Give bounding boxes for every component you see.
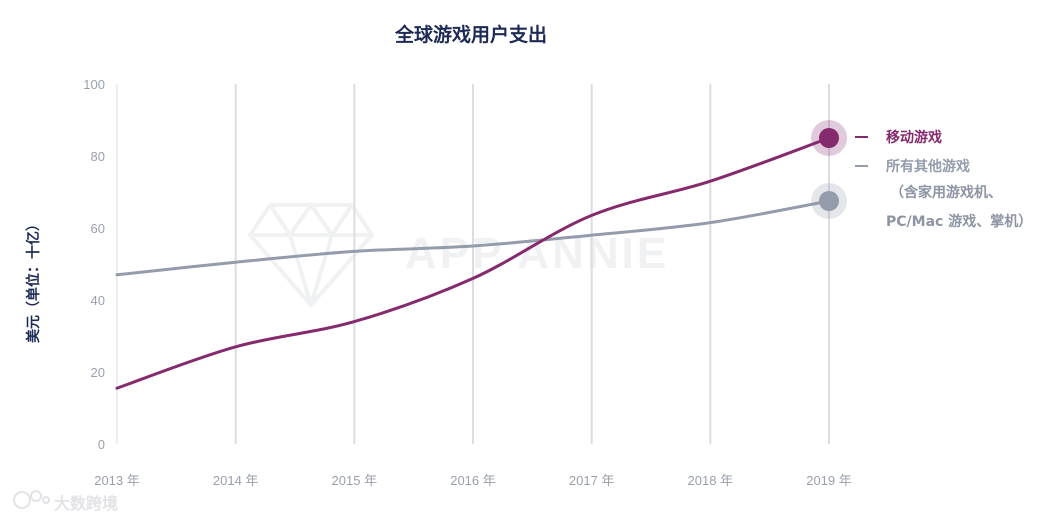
legend-sublabel: （含家用游戏机、 bbox=[890, 184, 1002, 201]
x-tick-label: 2014 年 bbox=[213, 473, 259, 488]
y-axis-label: 美元（单位：十亿） bbox=[25, 217, 42, 343]
y-tick-label: 60 bbox=[91, 221, 105, 236]
y-tick-label: 40 bbox=[91, 293, 105, 308]
y-tick-label: 100 bbox=[83, 77, 105, 92]
x-tick-label: 2015 年 bbox=[332, 473, 378, 488]
chart-title: 全球游戏用户支出 bbox=[394, 23, 547, 46]
series bbox=[115, 120, 847, 390]
legend-label-1: 所有其他游戏 bbox=[886, 158, 970, 175]
endpoint-marker-0 bbox=[819, 128, 839, 148]
x-tick-label: 2018 年 bbox=[688, 473, 734, 488]
x-tick-label: 2013 年 bbox=[94, 473, 140, 488]
watermark-text: APP ANNIE bbox=[405, 229, 669, 278]
watermark: APP ANNIE bbox=[248, 203, 669, 307]
x-tick-label: 2017 年 bbox=[569, 473, 615, 488]
legend-sublabel: PC/Mac 游戏、掌机） bbox=[886, 213, 1032, 230]
endpoint-marker-1 bbox=[819, 191, 839, 211]
legend-label-0: 移动游戏 bbox=[886, 129, 942, 146]
x-axis-ticks: 2013 年 2014 年 2015 年 2016 年 2017 年 2018 年 2019… bbox=[94, 473, 852, 488]
source-logo-icon bbox=[13, 490, 50, 509]
series-line-0 bbox=[115, 136, 831, 390]
y-axis-ticks: 0 20 40 60 80 100 bbox=[83, 77, 105, 452]
y-tick-label: 20 bbox=[91, 365, 105, 380]
y-tick-label: 80 bbox=[91, 149, 105, 164]
x-tick-label: 2016 年 bbox=[450, 473, 496, 488]
series-line-1 bbox=[115, 199, 831, 277]
diamond-logo-icon bbox=[248, 203, 374, 307]
source-badge-text: 大数跨境 bbox=[54, 494, 118, 513]
y-tick-label: 0 bbox=[98, 437, 105, 452]
source-badge: 大数跨境 bbox=[13, 490, 118, 513]
x-tick-label: 2019 年 bbox=[806, 473, 852, 488]
